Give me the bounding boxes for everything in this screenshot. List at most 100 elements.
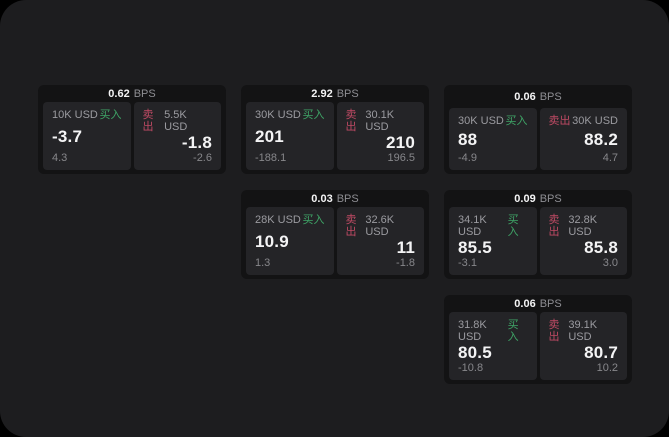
buy-delta: -188.1 — [255, 152, 287, 164]
buy-price-tile[interactable]: 30K USD 买入 201 -188.1 — [246, 102, 334, 170]
buy-price-tile[interactable]: 30K USD 买入 88 -4.9 — [449, 108, 537, 170]
bps-unit-label: BPS — [336, 88, 359, 100]
buy-price: 88 — [458, 130, 478, 149]
buy-price: 201 — [255, 127, 284, 146]
buy-side-label: 买入 — [99, 109, 122, 121]
sell-tile-header: 卖出 32.6K USD — [346, 214, 416, 238]
sell-delta: -2.6 — [193, 152, 212, 164]
bps-value: 0.06 — [514, 91, 536, 103]
card-header: 0.06 BPS — [444, 85, 632, 108]
bps-unit-label: BPS — [336, 193, 359, 205]
card-body: 34.1K USD 买入 85.5 -3.1 卖出 32.8K USD 85.8… — [444, 207, 632, 279]
bps-card: 0.09 BPS 34.1K USD 买入 85.5 -3.1 卖出 32.8K… — [444, 190, 632, 279]
sell-amount: 32.6K USD — [365, 214, 395, 238]
sell-tile-header: 卖出 32.8K USD — [549, 214, 619, 238]
buy-price-tile[interactable]: 10K USD 买入 -3.7 4.3 — [43, 102, 131, 170]
card-header: 0.62 BPS — [38, 85, 226, 102]
sell-price: -1.8 — [181, 133, 212, 152]
sell-price-tile[interactable]: 卖出 32.6K USD 11 -1.8 — [336, 207, 424, 275]
buy-price-tile[interactable]: 34.1K USD 买入 85.5 -3.1 — [449, 207, 537, 275]
sell-delta: 10.2 — [596, 362, 618, 374]
buy-delta: -4.9 — [458, 152, 477, 164]
sell-tile-header: 卖出 30K USD — [549, 115, 619, 127]
buy-price-tile[interactable]: 28K USD 买入 10.9 1.3 — [246, 207, 334, 275]
sell-tile-header: 卖出 39.1K USD — [549, 319, 619, 343]
buy-amount: 31.8K USD — [458, 319, 487, 343]
sell-delta: 3.0 — [602, 257, 618, 269]
buy-tile-header: 30K USD 买入 — [255, 109, 325, 121]
buy-tile-header: 10K USD 买入 — [52, 109, 122, 121]
buy-price: 85.5 — [458, 238, 492, 257]
buy-side-label: 买入 — [302, 214, 325, 226]
card-body: 30K USD 买入 201 -188.1 卖出 30.1K USD 210 1… — [241, 102, 429, 174]
bps-card: 0.06 BPS 30K USD 买入 88 -4.9 卖出 30K USD 8… — [444, 85, 632, 174]
sell-delta: -1.8 — [396, 257, 415, 269]
sell-tile-header: 卖出 5.5K USD — [143, 109, 213, 133]
bps-value: 2.92 — [311, 88, 333, 100]
sell-price: 210 — [386, 133, 415, 152]
sell-price-tile[interactable]: 卖出 39.1K USD 80.7 10.2 — [539, 312, 627, 380]
buy-delta: 4.3 — [52, 152, 68, 164]
sell-side-label: 卖出 — [345, 214, 357, 238]
buy-amount: 30K USD — [255, 109, 301, 121]
sell-price-tile[interactable]: 卖出 30K USD 88.2 4.7 — [539, 108, 627, 170]
buy-delta: 1.3 — [255, 257, 271, 269]
sell-side-label: 卖出 — [142, 109, 154, 133]
buy-amount: 10K USD — [52, 109, 98, 121]
buy-tile-header: 28K USD 买入 — [255, 214, 325, 226]
sell-price-tile[interactable]: 卖出 30.1K USD 210 196.5 — [336, 102, 424, 170]
sell-price: 80.7 — [584, 343, 618, 362]
sell-delta: 196.5 — [387, 152, 415, 164]
card-body: 30K USD 买入 88 -4.9 卖出 30K USD 88.2 4.7 — [444, 108, 632, 174]
card-body: 10K USD 买入 -3.7 4.3 卖出 5.5K USD -1.8 -2.… — [38, 102, 226, 174]
card-header: 0.09 BPS — [444, 190, 632, 207]
sell-delta: 4.7 — [602, 152, 618, 164]
card-body: 31.8K USD 买入 80.5 -10.8 卖出 39.1K USD 80.… — [444, 312, 632, 384]
buy-amount: 30K USD — [458, 115, 504, 127]
bps-unit-label: BPS — [133, 88, 156, 100]
buy-side-label: 买入 — [507, 214, 519, 238]
sell-amount: 32.8K USD — [568, 214, 598, 238]
buy-price-tile[interactable]: 31.8K USD 买入 80.5 -10.8 — [449, 312, 537, 380]
buy-tile-header: 31.8K USD 买入 — [458, 319, 528, 343]
buy-tile-header: 34.1K USD 买入 — [458, 214, 528, 238]
sell-tile-header: 卖出 30.1K USD — [346, 109, 416, 133]
sell-side-label: 卖出 — [548, 115, 571, 127]
sell-price: 88.2 — [584, 130, 618, 149]
sell-price-tile[interactable]: 卖出 5.5K USD -1.8 -2.6 — [133, 102, 221, 170]
sell-side-label: 卖出 — [548, 319, 560, 343]
bps-value: 0.62 — [108, 88, 130, 100]
card-header: 0.06 BPS — [444, 295, 632, 312]
buy-delta: -3.1 — [458, 257, 477, 269]
bps-card: 0.62 BPS 10K USD 买入 -3.7 4.3 卖出 5.5K USD… — [38, 85, 226, 174]
buy-tile-header: 30K USD 买入 — [458, 115, 528, 127]
card-body: 28K USD 买入 10.9 1.3 卖出 32.6K USD 11 -1.8 — [241, 207, 429, 279]
bps-value: 0.03 — [311, 193, 333, 205]
sell-price-tile[interactable]: 卖出 32.8K USD 85.8 3.0 — [539, 207, 627, 275]
buy-price: 80.5 — [458, 343, 492, 362]
buy-amount: 28K USD — [255, 214, 301, 226]
bps-value: 0.09 — [514, 193, 536, 205]
bps-card: 0.06 BPS 31.8K USD 买入 80.5 -10.8 卖出 39.1… — [444, 295, 632, 384]
buy-side-label: 买入 — [507, 319, 519, 343]
sell-price: 85.8 — [584, 238, 618, 257]
card-header: 2.92 BPS — [241, 85, 429, 102]
card-header: 0.03 BPS — [241, 190, 429, 207]
sell-side-label: 卖出 — [345, 109, 357, 133]
buy-amount: 34.1K USD — [458, 214, 487, 238]
buy-price: -3.7 — [52, 127, 83, 146]
sell-amount: 30K USD — [572, 115, 618, 127]
buy-side-label: 买入 — [505, 115, 528, 127]
bps-card: 2.92 BPS 30K USD 买入 201 -188.1 卖出 30.1K … — [241, 85, 429, 174]
bps-unit-label: BPS — [539, 91, 562, 103]
sell-price: 11 — [396, 238, 415, 257]
sell-amount: 39.1K USD — [568, 319, 598, 343]
bps-unit-label: BPS — [539, 193, 562, 205]
sell-amount: 5.5K USD — [164, 109, 188, 133]
bps-value: 0.06 — [514, 298, 536, 310]
buy-price: 10.9 — [255, 232, 289, 251]
buy-side-label: 买入 — [302, 109, 325, 121]
sell-side-label: 卖出 — [548, 214, 560, 238]
bps-unit-label: BPS — [539, 298, 562, 310]
